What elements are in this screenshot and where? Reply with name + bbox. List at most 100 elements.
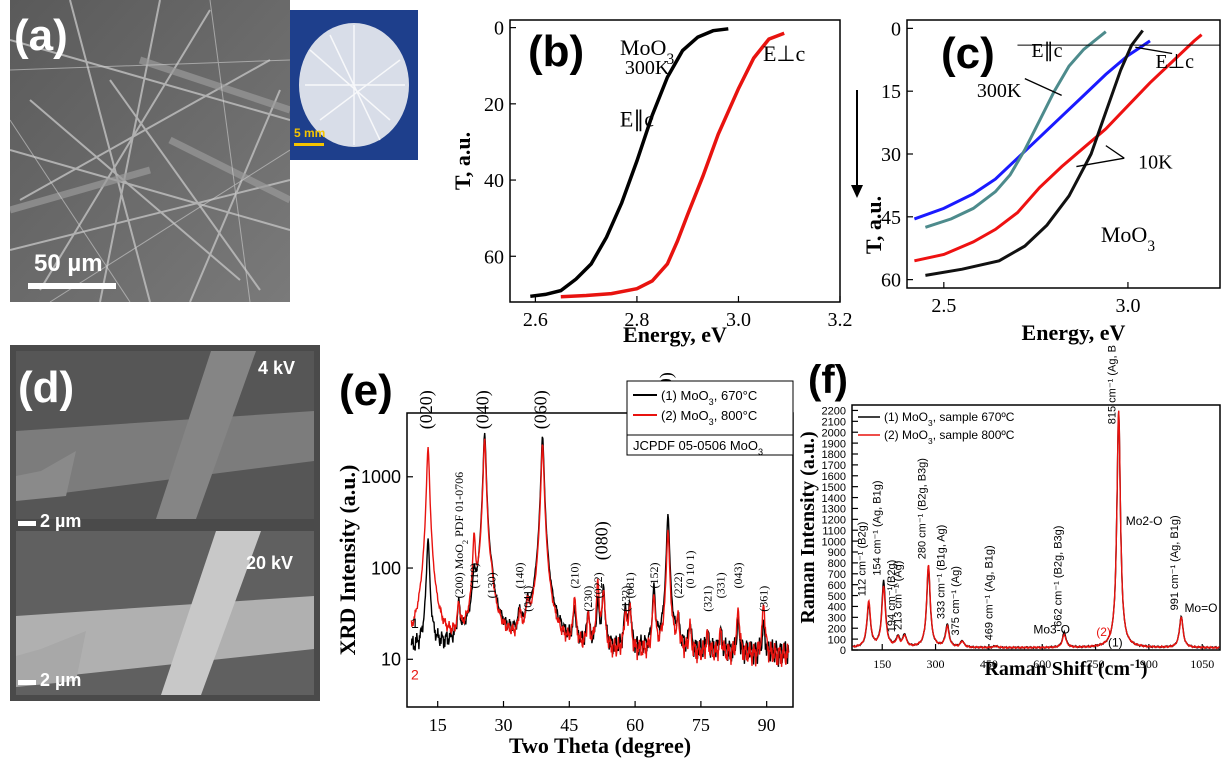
y-tick-label: 1000 <box>822 536 846 548</box>
peak-label: (222) <box>671 572 685 598</box>
peak-label: (0 10 1) <box>683 550 697 588</box>
x-axis-label: Energy, eV <box>1022 320 1126 345</box>
legend-label: (2) MoO3, 800°C <box>661 408 757 427</box>
y-tick-label: 800 <box>828 558 846 570</box>
x-tick-label: 3.0 <box>1115 295 1140 317</box>
annotation: MoO3 <box>620 35 674 68</box>
x-tick-label: 1050 <box>1190 657 1214 671</box>
y-tick-label: 20 <box>484 94 504 116</box>
y-tick-label: 300 <box>828 613 846 625</box>
y-tick-label: 1200 <box>822 515 846 527</box>
y-axis-label: Raman Intensity (a.u.) <box>800 431 819 623</box>
cotton-ball <box>299 23 409 147</box>
peak-label: (110) <box>467 563 481 589</box>
series-line <box>410 438 790 667</box>
y-tick-label: 1700 <box>822 460 846 472</box>
y-tick-label: 30 <box>881 144 901 166</box>
peak-label: 375 cm⁻¹ (Ag) <box>950 566 962 635</box>
plot-frame <box>406 412 794 708</box>
panel-label: (b) <box>528 27 584 76</box>
y-tick-label: 60 <box>881 270 901 292</box>
panel-label: (e) <box>339 366 393 415</box>
peak-label: 991 cm⁻¹ (Ag, B1g) <box>1169 515 1181 610</box>
peak-label: (140) <box>513 562 527 588</box>
peak-label: 333 cm⁻¹ (B1g, Ag) <box>935 525 947 619</box>
y-tick-label: 2200 <box>822 406 846 418</box>
y-tick-label: 0 <box>891 18 901 40</box>
y-tick-label: 2100 <box>822 417 846 429</box>
y-tick-label: 100 <box>828 634 846 646</box>
x-tick-label: 2.5 <box>931 295 956 317</box>
curve-marker: (1) <box>1108 636 1123 650</box>
peak-label: (080) <box>592 521 613 560</box>
bond-label: Mo=O <box>1184 601 1217 615</box>
series-marker: 2 <box>411 667 419 683</box>
y-tick-label: 400 <box>828 602 846 614</box>
legend-note: JCPDF 05-0506 MoO3 <box>633 438 763 457</box>
legend-note-box <box>626 434 794 456</box>
y-tick-label: 45 <box>881 207 901 229</box>
peak-label: (361) <box>757 586 771 612</box>
y-tick-label: 1800 <box>822 449 846 461</box>
peak-label: 213 cm⁻¹ (Ag) <box>893 561 905 630</box>
legend-label: (1) MoO3, 670°C <box>661 388 757 407</box>
panel-label-d: (d) <box>18 363 75 412</box>
x-tick-label: 750 <box>1087 657 1105 671</box>
y-tick-label: 900 <box>828 547 846 559</box>
series-line <box>852 411 1220 650</box>
y-tick-label: 60 <box>484 246 504 268</box>
y-tick-label: 0 <box>494 18 504 40</box>
x-axis-label: Raman Shift (cm-1) <box>984 656 1147 681</box>
y-tick-label: 1400 <box>822 493 846 505</box>
peak-label: (020) <box>416 390 437 429</box>
annotation-arrow <box>1135 46 1173 55</box>
annotation-arrow <box>1076 157 1125 168</box>
annotation-arrow <box>1024 78 1062 96</box>
x-tick-label: 30 <box>495 715 513 735</box>
chart-e: 15 30 45 60 75 90 10 100 1000 1 2 (020) (200) MoO2 P… <box>335 366 794 758</box>
chart-f: 150 300 450 600 750 900 1050010020030040050060… <box>800 345 1221 681</box>
y-tick-label: 100 <box>371 558 401 578</box>
peak-label: (130) <box>485 572 499 598</box>
x-tick-label: 90 <box>758 715 776 735</box>
series-line <box>410 432 790 667</box>
x-tick-label: 600 <box>1033 657 1051 671</box>
sem-image-a <box>10 0 290 302</box>
peak-label: 815 cm⁻¹ (Ag, B1g) <box>1107 345 1119 424</box>
peak-label: (331) <box>714 572 728 598</box>
x-tick-label: 3.0 <box>726 309 751 331</box>
chart-c: 2.5 3.0 0 15 30 45 60 E∥c 300K E⊥c 10K MoO3 Energy, … <box>851 18 1221 345</box>
panel-label-a: (a) <box>14 11 68 60</box>
panel-label: (f) <box>808 358 848 402</box>
plot-frame <box>851 404 1221 651</box>
scalebar-label-a: 50 µm <box>34 250 103 277</box>
y-tick-label: 500 <box>828 591 846 603</box>
y-axis-label: T, a.u. <box>861 196 886 254</box>
y-tick-label: 1900 <box>822 438 846 450</box>
y-tick-label: 1100 <box>822 525 846 537</box>
annotation: 10K <box>1138 151 1173 173</box>
x-tick-label: 60 <box>626 715 644 735</box>
y-tick-label: 1600 <box>822 471 846 483</box>
curve-marker: (2) <box>1096 625 1111 639</box>
annotation: E⊥c <box>763 41 806 66</box>
inset-photo-a: 5 mm <box>290 10 418 160</box>
sem-frame-d <box>10 345 320 701</box>
peak-label: 112 cm⁻¹ (B2g) <box>857 522 869 597</box>
sem-image-d-top <box>16 351 314 519</box>
x-tick-label: 15 <box>429 715 447 735</box>
scalebar-a <box>28 283 116 289</box>
peak-label: (210) <box>568 562 582 588</box>
legend-label: (1) MoO3, sample 670ºC <box>884 410 1015 428</box>
sem-fibers-a <box>10 0 290 302</box>
annotation: 300K <box>977 80 1022 102</box>
peak-label: (132) <box>618 586 632 612</box>
x-tick-label: 2.8 <box>624 309 649 331</box>
legend-label: (2) MoO3, sample 800ºC <box>884 428 1015 446</box>
y-tick-label: 1000 <box>361 467 401 487</box>
peak-label: 154 cm⁻¹ (Ag, B1g) <box>872 480 884 575</box>
x-tick-label: 3.2 <box>828 309 853 331</box>
peak-label: (060) <box>531 390 552 429</box>
peak-label: (321) <box>700 586 714 612</box>
x-tick-label: 2.6 <box>523 309 548 331</box>
